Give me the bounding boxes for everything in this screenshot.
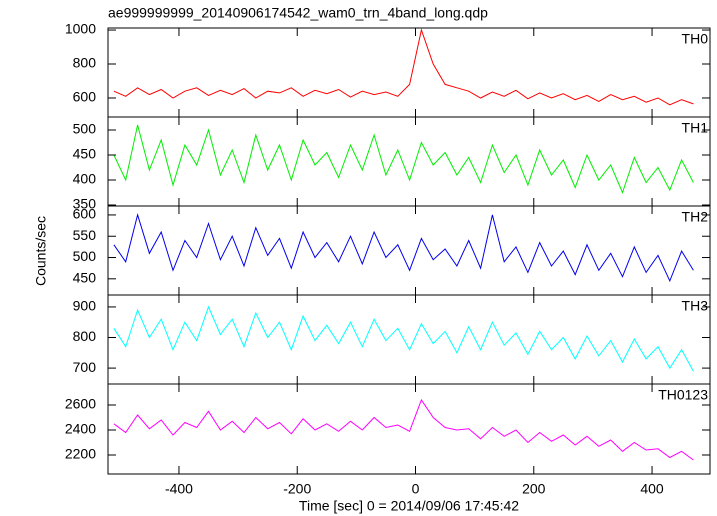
y-tick-label: 2200 — [65, 446, 96, 462]
panel-frame — [107, 205, 711, 296]
x-tick-label: -400 — [165, 481, 193, 497]
panel-label: TH0123 — [658, 387, 708, 403]
y-tick-label: 700 — [73, 359, 97, 375]
chart-title: ae999999999_20140906174542_wam0_trn_4ban… — [108, 5, 488, 21]
x-tick-label: -200 — [283, 481, 311, 497]
y-tick-label: 800 — [73, 55, 97, 71]
panel-frame — [107, 27, 711, 118]
y-tick-label: 500 — [73, 121, 97, 137]
x-tick-label: 0 — [412, 481, 420, 497]
y-tick-label: 900 — [73, 298, 97, 314]
panel-label: TH2 — [682, 209, 709, 225]
y-tick-label: 450 — [73, 270, 97, 286]
series-line — [113, 305, 694, 372]
y-tick-label: 600 — [73, 89, 97, 105]
y-tick-label: 800 — [73, 328, 97, 344]
y-tick-label: 2400 — [65, 421, 96, 437]
x-axis-label: Time [sec] 0 = 2014/09/06 17:45:42 — [299, 498, 519, 514]
panel-label: TH3 — [682, 298, 709, 314]
y-tick-label: 400 — [73, 171, 97, 187]
panel-label: TH0 — [682, 31, 709, 47]
series-line — [113, 28, 694, 106]
series-line — [113, 213, 694, 283]
y-tick-label: 450 — [73, 146, 97, 162]
y-tick-label: 600 — [73, 206, 97, 222]
x-tick-label: 400 — [640, 481, 664, 497]
y-tick-label: 500 — [73, 248, 97, 264]
panel-label: TH1 — [682, 120, 709, 136]
series-line — [113, 124, 694, 194]
x-tick-label: 200 — [522, 481, 546, 497]
y-tick-label: 550 — [73, 227, 97, 243]
y-tick-label: 1000 — [65, 21, 96, 37]
panel-frame — [107, 383, 711, 475]
y-tick-label: 350 — [73, 196, 97, 212]
series-line — [113, 398, 694, 461]
y-tick-label: 2600 — [65, 396, 96, 412]
panel-frame — [107, 294, 711, 385]
y-axis-label: Counts/sec — [33, 216, 49, 286]
